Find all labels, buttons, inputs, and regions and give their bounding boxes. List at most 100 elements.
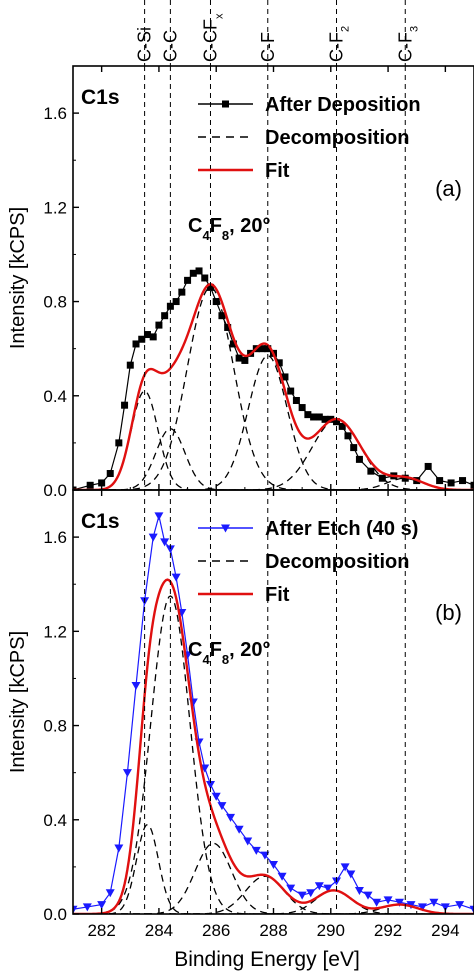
legend-label: After Deposition <box>265 94 421 116</box>
data-point <box>340 863 350 872</box>
panel-tag: C1s <box>81 510 120 533</box>
legend-label: Decomposition <box>265 127 409 149</box>
data-point <box>82 903 92 912</box>
data-series-line <box>73 270 474 490</box>
data-point <box>469 905 474 914</box>
data-point <box>106 470 114 478</box>
data-point <box>455 901 465 910</box>
data-point <box>395 898 405 907</box>
data-point <box>201 274 209 282</box>
data-point <box>277 872 287 881</box>
legend-entry: After Deposition <box>198 94 421 116</box>
fit-curve <box>73 283 474 490</box>
data-point <box>132 340 140 348</box>
data-point <box>206 283 214 291</box>
data-point <box>115 439 123 447</box>
data-point <box>200 764 210 773</box>
data-point <box>138 335 146 343</box>
data-point <box>251 846 261 855</box>
data-point <box>323 884 333 893</box>
legend-label: Fit <box>265 160 290 182</box>
decomposition-curve <box>73 595 474 914</box>
data-point <box>122 769 132 778</box>
data-point <box>98 479 106 487</box>
data-point <box>304 411 312 419</box>
data-point <box>429 898 439 907</box>
data-point <box>160 538 170 547</box>
data-point <box>218 312 226 320</box>
data-point <box>355 455 363 463</box>
data-point <box>298 404 306 412</box>
data-point <box>73 486 77 490</box>
data-point <box>149 333 157 341</box>
legend-label: Decomposition <box>265 551 409 573</box>
y-axis-title: Intensity [kCPS] <box>7 207 29 349</box>
y-tick-label: 0.0 <box>43 905 67 924</box>
data-point <box>297 891 307 900</box>
x-tick-label: 290 <box>317 921 345 940</box>
data-point <box>234 825 244 834</box>
data-point <box>148 533 158 542</box>
data-point <box>372 898 382 907</box>
data-point <box>292 396 300 404</box>
data-point <box>354 886 364 895</box>
x-tick-label: 286 <box>202 921 230 940</box>
data-point <box>155 321 163 329</box>
y-tick-label: 1.6 <box>43 528 67 547</box>
data-point <box>184 276 192 284</box>
data-point <box>205 780 215 789</box>
decomposition-curve <box>73 390 474 490</box>
data-point <box>417 903 427 912</box>
data-point <box>286 884 296 893</box>
peak-label: C-Si <box>135 27 155 62</box>
peak-label: C-F2 <box>327 26 352 62</box>
y-tick-label: 0.8 <box>43 717 67 736</box>
data-point <box>229 340 237 348</box>
data-point <box>222 100 229 108</box>
peak-label: C-CFx <box>200 13 225 62</box>
data-point <box>97 901 107 910</box>
y-tick-label: 0.0 <box>43 481 67 500</box>
panel-b: 0.0 0.4 0.8 1.2 1.6 282 284 286 288 290 292 294 Inte… <box>7 489 474 940</box>
data-point <box>126 361 134 369</box>
panel-a: 0.0 0.4 0.8 1.2 1.6 Intensity [kCPS] C1s (a) C4F… <box>7 0 474 500</box>
legend-label: After Etch (40 s) <box>265 518 418 540</box>
data-point <box>346 870 356 879</box>
data-point <box>344 432 352 440</box>
legend: After Etch (40 s) Decomposition Fit <box>198 518 418 606</box>
data-point <box>189 269 197 277</box>
data-point <box>363 891 373 900</box>
data-point <box>260 851 270 860</box>
data-point <box>315 413 323 421</box>
data-point <box>171 573 181 582</box>
data-point <box>154 512 164 521</box>
y-tick-label: 0.8 <box>43 293 67 312</box>
data-point <box>224 323 232 331</box>
legend-entry: Fit <box>198 584 290 606</box>
data-point <box>172 298 180 306</box>
legend-entry: Decomposition <box>198 551 409 573</box>
data-point <box>350 444 358 452</box>
data-point <box>178 288 186 296</box>
data-point <box>367 467 375 475</box>
data-point <box>211 792 221 801</box>
legend: After Deposition Decomposition Fit <box>198 94 421 182</box>
data-point <box>212 298 220 306</box>
y-tick-label: 0.4 <box>43 387 67 406</box>
data-point <box>306 889 316 898</box>
data-point <box>383 896 393 905</box>
y-axis-title: Intensity [kCPS] <box>7 631 29 773</box>
decomposition-curve <box>73 286 474 490</box>
data-point <box>258 345 266 353</box>
data-point <box>121 401 129 409</box>
data-point <box>310 413 318 421</box>
data-point <box>314 882 324 891</box>
data-point <box>424 462 432 470</box>
y-tick-label: 1.6 <box>43 104 67 123</box>
data-point <box>436 477 444 485</box>
data-point <box>221 524 230 533</box>
legend-label: Fit <box>265 584 290 606</box>
data-point <box>114 844 124 853</box>
data-point <box>241 356 249 364</box>
